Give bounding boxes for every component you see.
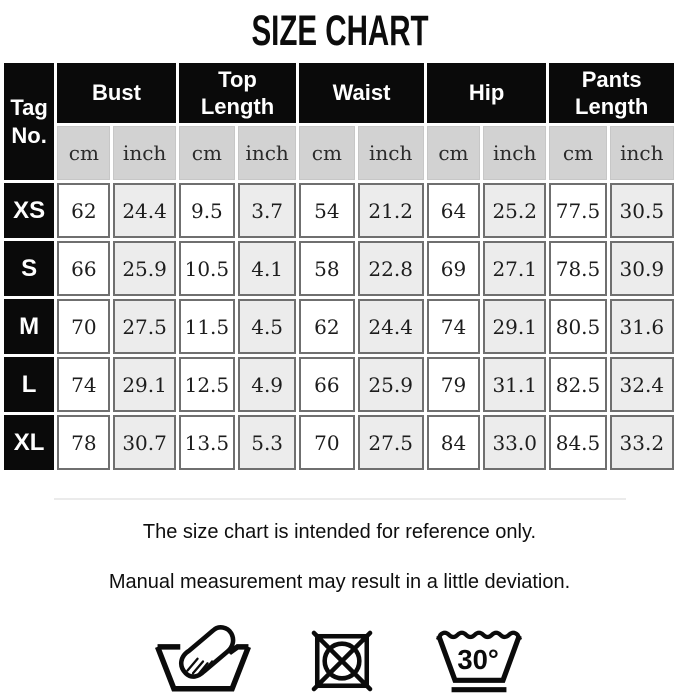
size-tag-label: M [4, 299, 55, 354]
unit-header-cm: cm [299, 126, 355, 180]
size-value-cell: 54 [299, 183, 355, 238]
size-value-cell: 22.8 [357, 241, 424, 296]
note-deviation: Manual measurement may result in a littl… [108, 571, 571, 593]
table-row-m: M 70 27.5 11.5 4.5 62 24.4 74 29.1 80.5 … [4, 299, 674, 354]
size-value-cell: 13.5 [178, 415, 235, 470]
unit-header-inch: inch [113, 126, 176, 180]
size-value-cell: 69 [426, 241, 481, 296]
size-value-cell: 4.9 [238, 357, 297, 412]
size-value-cell: 25.2 [483, 183, 547, 238]
unit-header-cm: cm [549, 126, 607, 180]
size-value-cell: 27.5 [113, 299, 176, 354]
size-value-cell: 27.5 [357, 415, 424, 470]
size-value-cell: 78.5 [549, 241, 607, 296]
size-value-cell: 33.0 [483, 415, 547, 470]
header-group-row: Tag No. Bust Top Length Waist Hip Pants … [4, 63, 674, 180]
size-chart-table: Tag No. Bust Top Length Waist Hip Pants … [1, 60, 677, 473]
size-value-cell: 4.1 [238, 241, 297, 296]
table-row-l: L 74 29.1 12.5 4.9 66 25.9 79 31.1 82.5 … [4, 357, 674, 412]
size-value-cell: 77.5 [549, 183, 607, 238]
size-value-cell: 30.5 [609, 183, 674, 238]
wash-temperature-label: 30° [457, 644, 498, 675]
size-value-cell: 30.9 [609, 241, 674, 296]
page-title: SIZE CHART [250, 6, 429, 55]
size-value-cell: 62 [299, 299, 355, 354]
size-value-cell: 11.5 [178, 299, 235, 354]
size-value-cell: 74 [57, 357, 111, 412]
unit-header-cm: cm [426, 126, 481, 180]
size-value-cell: 25.9 [357, 357, 424, 412]
size-value-cell: 31.6 [609, 299, 674, 354]
hand-wash-icon [153, 618, 253, 694]
header-waist: Waist [299, 63, 424, 123]
table-row-s: S 66 25.9 10.5 4.1 58 22.8 69 27.1 78.5 … [4, 241, 674, 296]
unit-header-inch: inch [483, 126, 547, 180]
table-row-xs: XS 62 24.4 9.5 3.7 54 21.2 64 25.2 77.5 … [4, 183, 674, 238]
unit-header-inch: inch [238, 126, 297, 180]
divider [53, 498, 626, 500]
size-value-cell: 24.4 [113, 183, 176, 238]
size-value-cell: 64 [426, 183, 481, 238]
header-hip: Hip [426, 63, 547, 123]
size-tag-label: S [4, 241, 55, 296]
size-value-cell: 5.3 [238, 415, 297, 470]
unit-header-cm: cm [178, 126, 235, 180]
size-value-cell: 79 [426, 357, 481, 412]
page-title-wrap: SIZE CHART [0, 0, 679, 58]
size-value-cell: 29.1 [113, 357, 176, 412]
size-tag-label: L [4, 357, 55, 412]
size-value-cell: 3.7 [238, 183, 297, 238]
header-bust: Bust [57, 63, 176, 123]
size-value-cell: 62 [57, 183, 111, 238]
unit-header-inch: inch [609, 126, 674, 180]
size-value-cell: 74 [426, 299, 481, 354]
size-value-cell: 32.4 [609, 357, 674, 412]
size-value-cell: 25.9 [113, 241, 176, 296]
size-tag-label: XL [4, 415, 55, 470]
size-value-cell: 33.2 [609, 415, 674, 470]
size-value-cell: 70 [57, 299, 111, 354]
header-pants-length: Pants Length [549, 63, 674, 123]
size-value-cell: 84.5 [549, 415, 607, 470]
corner-header-tag-no: Tag No. [4, 63, 55, 180]
size-value-cell: 12.5 [178, 357, 235, 412]
size-value-cell: 4.5 [238, 299, 297, 354]
size-value-cell: 9.5 [178, 183, 235, 238]
size-value-cell: 58 [299, 241, 355, 296]
size-value-cell: 29.1 [483, 299, 547, 354]
size-value-cell: 10.5 [178, 241, 235, 296]
size-value-cell: 78 [57, 415, 111, 470]
header-unit-row: cm inch cm inch cm inch cm inch cm inch [4, 126, 674, 180]
size-value-cell: 82.5 [549, 357, 607, 412]
size-value-cell: 21.2 [357, 183, 424, 238]
size-value-cell: 80.5 [549, 299, 607, 354]
note-reference-only: The size chart is intended for reference… [142, 521, 537, 543]
unit-header-cm: cm [57, 126, 111, 180]
size-value-cell: 30.7 [113, 415, 176, 470]
size-value-cell: 24.4 [357, 299, 424, 354]
size-tag-label: XS [4, 183, 55, 238]
header-top-length: Top Length [178, 63, 297, 123]
size-value-cell: 70 [299, 415, 355, 470]
unit-header-inch: inch [357, 126, 424, 180]
do-not-tumble-dry-icon [309, 628, 375, 694]
size-value-cell: 27.1 [483, 241, 547, 296]
size-value-cell: 84 [426, 415, 481, 470]
table-row-xl: XL 78 30.7 13.5 5.3 70 27.5 84 33.0 84.5… [4, 415, 674, 470]
size-value-cell: 66 [299, 357, 355, 412]
wash-30-degrees-icon: 30° [431, 622, 527, 694]
care-symbols-row: 30° [0, 610, 679, 694]
size-value-cell: 66 [57, 241, 111, 296]
size-value-cell: 31.1 [483, 357, 547, 412]
